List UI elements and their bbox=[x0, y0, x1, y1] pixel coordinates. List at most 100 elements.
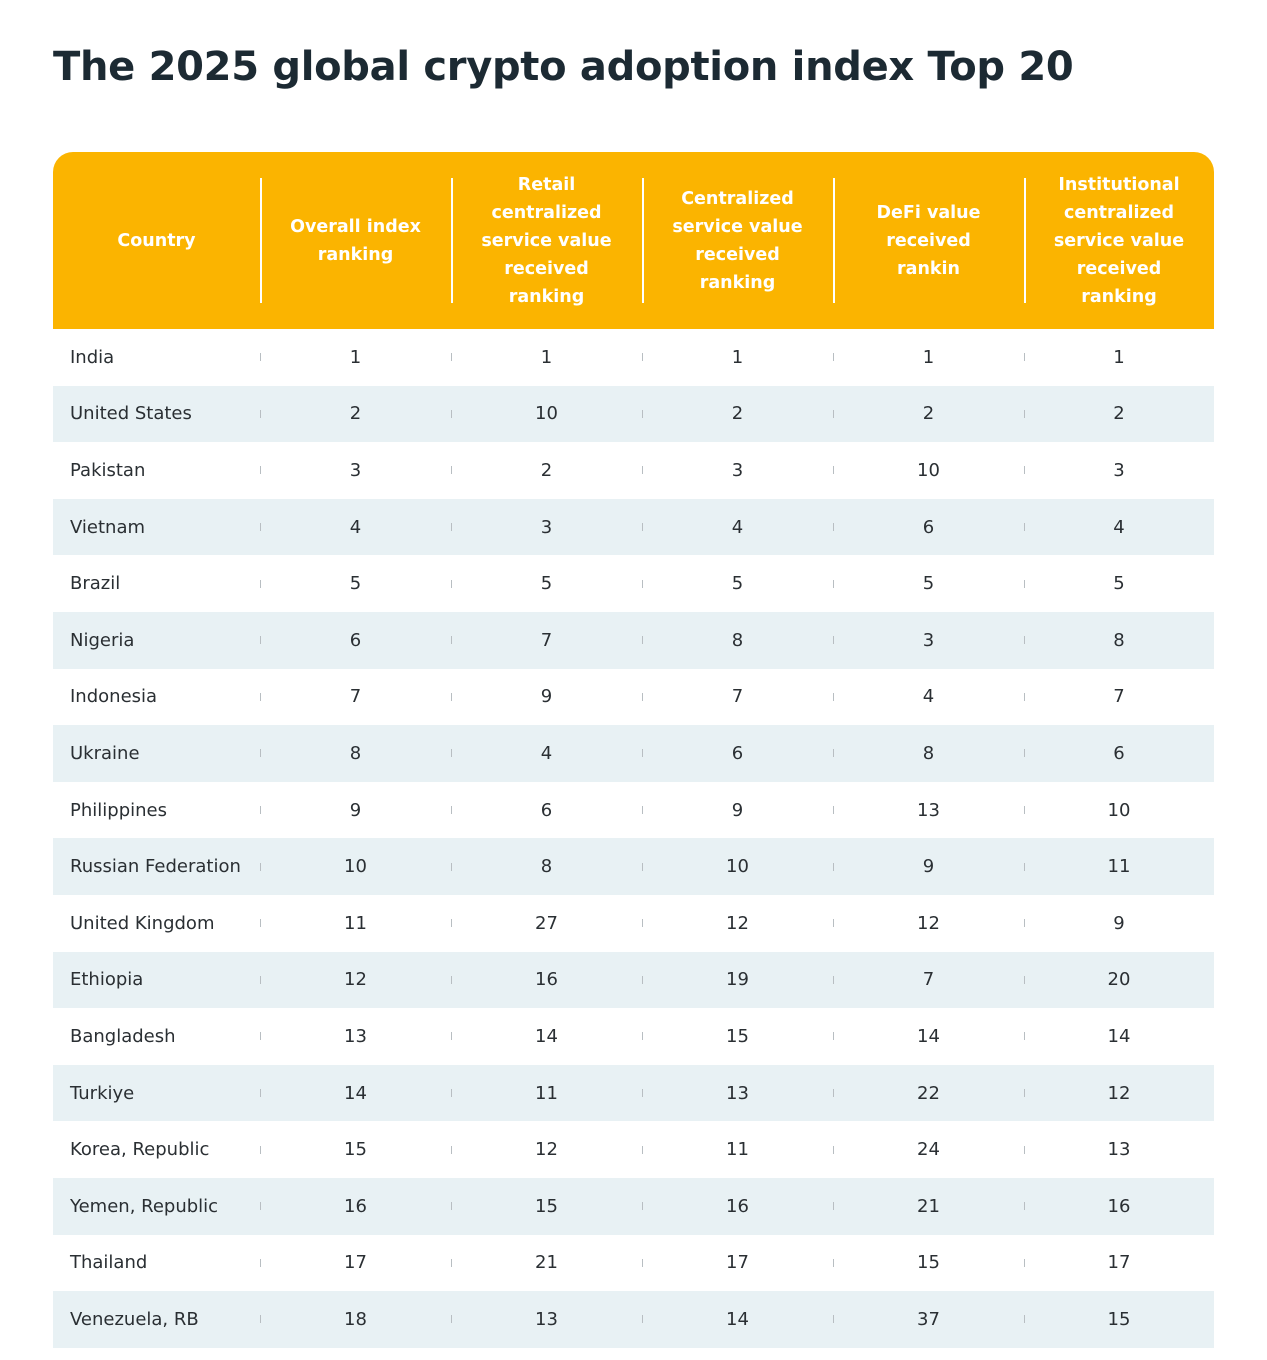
rank-cell: 37 bbox=[833, 1291, 1024, 1348]
country-cell: Ukraine bbox=[70, 742, 140, 764]
rank-cell: 3 bbox=[260, 442, 451, 499]
country-cell: Yemen, Republic bbox=[70, 1195, 219, 1217]
rank-cell: 5 bbox=[260, 555, 451, 612]
table-row: Pakistan 3 2 3 10 3 bbox=[53, 442, 1214, 499]
rank-cell: 7 bbox=[642, 669, 833, 726]
rank-cell: 6 bbox=[833, 499, 1024, 556]
table-row: Brazil 5 5 5 5 5 bbox=[53, 555, 1214, 612]
rank-cell: 14 bbox=[1024, 1008, 1214, 1065]
table-row: Indonesia 7 9 7 4 7 bbox=[53, 669, 1214, 726]
rank-cell: 1 bbox=[642, 329, 833, 386]
country-cell: Venezuela, RB bbox=[70, 1308, 199, 1330]
rank-cell: 7 bbox=[1024, 669, 1214, 726]
rank-cell: 17 bbox=[642, 1235, 833, 1292]
table-row: Russian Federation 10 8 10 9 11 bbox=[53, 838, 1214, 895]
rank-cell: 8 bbox=[642, 612, 833, 669]
rank-cell: 16 bbox=[642, 1178, 833, 1235]
rank-cell: 14 bbox=[642, 1291, 833, 1348]
country-cell: Bangladesh bbox=[70, 1025, 176, 1047]
rank-cell: 24 bbox=[833, 1121, 1024, 1178]
rank-cell: 8 bbox=[1024, 612, 1214, 669]
rank-cell: 14 bbox=[451, 1008, 642, 1065]
rank-cell: 15 bbox=[451, 1178, 642, 1235]
rank-cell: 15 bbox=[642, 1008, 833, 1065]
rank-cell: 1 bbox=[451, 329, 642, 386]
column-header: Retail centralized service value receive… bbox=[451, 152, 642, 329]
rank-cell: 18 bbox=[260, 1291, 451, 1348]
rank-cell: 4 bbox=[1024, 499, 1214, 556]
table-row: India 1 1 1 1 1 bbox=[53, 329, 1214, 386]
rank-cell: 5 bbox=[451, 555, 642, 612]
rank-cell: 7 bbox=[833, 952, 1024, 1009]
rank-cell: 4 bbox=[260, 499, 451, 556]
rank-cell: 9 bbox=[260, 782, 451, 839]
table-row: Yemen, Republic 16 15 16 21 16 bbox=[53, 1177, 1214, 1235]
country-cell: India bbox=[70, 346, 115, 368]
rank-cell: 21 bbox=[833, 1178, 1024, 1235]
rank-cell: 4 bbox=[451, 725, 642, 782]
rank-cell: 10 bbox=[260, 838, 451, 895]
table-body: India 1 1 1 1 1 United States 2 10 2 2 2 Pakistan 3 2 3… bbox=[53, 329, 1214, 1348]
rank-cell: 2 bbox=[1024, 386, 1214, 443]
country-cell: Vietnam bbox=[70, 516, 146, 538]
rank-cell: 6 bbox=[451, 782, 642, 839]
country-cell: Thailand bbox=[70, 1252, 148, 1274]
rank-cell: 13 bbox=[260, 1008, 451, 1065]
column-header: Centralized service value received ranki… bbox=[642, 152, 833, 329]
table-row: United Kingdom 11 27 12 12 9 bbox=[53, 895, 1214, 952]
rank-cell: 3 bbox=[1024, 442, 1214, 499]
country-cell: Nigeria bbox=[70, 629, 135, 651]
rank-cell: 22 bbox=[833, 1065, 1024, 1122]
rank-cell: 3 bbox=[642, 442, 833, 499]
column-header: Institutional centralized service value … bbox=[1024, 152, 1214, 329]
rank-cell: 8 bbox=[833, 725, 1024, 782]
ranking-table: Country Overall index ranking Retail centr… bbox=[53, 152, 1214, 1348]
rank-cell: 16 bbox=[451, 952, 642, 1009]
column-header: Overall index ranking bbox=[260, 152, 451, 329]
country-cell: Brazil bbox=[70, 573, 121, 595]
rank-cell: 4 bbox=[833, 669, 1024, 726]
rank-cell: 20 bbox=[1024, 952, 1214, 1009]
table-header: Country Overall index ranking Retail centr… bbox=[53, 152, 1214, 329]
column-header: DeFi value received rankin bbox=[833, 152, 1024, 329]
rank-cell: 15 bbox=[260, 1121, 451, 1178]
rank-cell: 13 bbox=[642, 1065, 833, 1122]
rank-cell: 17 bbox=[260, 1235, 451, 1292]
rank-cell: 12 bbox=[642, 895, 833, 952]
rank-cell: 11 bbox=[260, 895, 451, 952]
rank-cell: 2 bbox=[833, 386, 1024, 443]
rank-cell: 16 bbox=[260, 1178, 451, 1235]
table-row: Vietnam 4 3 4 6 4 bbox=[53, 498, 1214, 556]
country-cell: Indonesia bbox=[70, 686, 158, 708]
rank-cell: 3 bbox=[833, 612, 1024, 669]
table-row: Korea, Republic 15 12 11 24 13 bbox=[53, 1121, 1214, 1178]
table-row: Ukraine 8 4 6 8 6 bbox=[53, 725, 1214, 782]
rank-cell: 11 bbox=[1024, 838, 1214, 895]
rank-cell: 1 bbox=[260, 329, 451, 386]
country-cell: Pakistan bbox=[70, 459, 146, 481]
table-row: Turkiye 14 11 13 22 12 bbox=[53, 1064, 1214, 1122]
rank-cell: 7 bbox=[451, 612, 642, 669]
rank-cell: 6 bbox=[260, 612, 451, 669]
rank-cell: 11 bbox=[642, 1121, 833, 1178]
rank-cell: 9 bbox=[833, 838, 1024, 895]
rank-cell: 1 bbox=[833, 329, 1024, 386]
page-title: The 2025 global crypto adoption index To… bbox=[53, 44, 1074, 90]
rank-cell: 12 bbox=[451, 1121, 642, 1178]
rank-cell: 13 bbox=[1024, 1121, 1214, 1178]
rank-cell: 6 bbox=[1024, 725, 1214, 782]
rank-cell: 2 bbox=[260, 386, 451, 443]
rank-cell: 13 bbox=[833, 782, 1024, 839]
rank-cell: 9 bbox=[1024, 895, 1214, 952]
table-row: Thailand 17 21 17 15 17 bbox=[53, 1235, 1214, 1292]
country-cell: United States bbox=[70, 403, 192, 425]
rank-cell: 3 bbox=[451, 499, 642, 556]
rank-cell: 12 bbox=[260, 952, 451, 1009]
rank-cell: 14 bbox=[833, 1008, 1024, 1065]
rank-cell: 10 bbox=[833, 442, 1024, 499]
rank-cell: 8 bbox=[451, 838, 642, 895]
rank-cell: 14 bbox=[260, 1065, 451, 1122]
rank-cell: 19 bbox=[642, 952, 833, 1009]
rank-cell: 17 bbox=[1024, 1235, 1214, 1292]
country-cell: Korea, Republic bbox=[70, 1139, 210, 1161]
